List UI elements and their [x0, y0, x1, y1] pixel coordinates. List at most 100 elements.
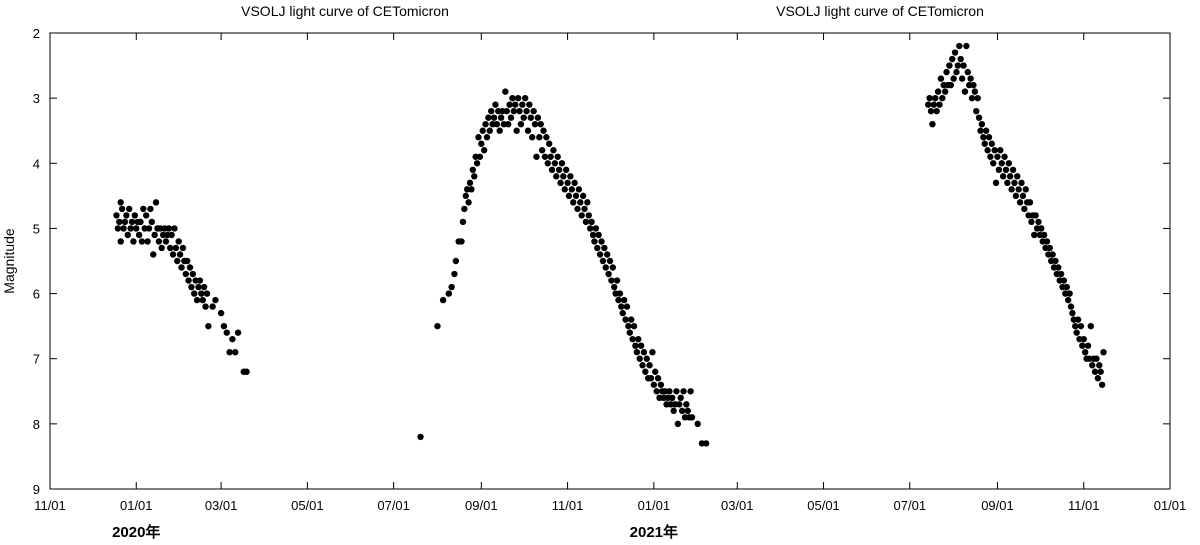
data-point [961, 88, 969, 95]
data-point [978, 121, 986, 128]
data-point [666, 388, 673, 395]
data-point [517, 121, 525, 128]
data-point [537, 121, 544, 128]
data-point [121, 218, 129, 226]
data-point [1046, 244, 1054, 252]
y-tick-label: 4 [33, 156, 40, 171]
data-point [934, 88, 942, 95]
data-point [162, 238, 170, 245]
data-point [629, 335, 636, 343]
data-point [669, 394, 676, 401]
data-point [140, 205, 147, 213]
data-point [574, 205, 581, 213]
data-point [994, 153, 1001, 160]
data-point [1022, 186, 1029, 193]
data-point [605, 270, 612, 278]
year-label: 2020年 [112, 523, 160, 541]
data-point [142, 212, 150, 219]
data-point [601, 244, 608, 252]
x-tick-label: 01/01 [638, 498, 671, 513]
data-point [608, 277, 615, 284]
data-point [1079, 342, 1086, 349]
data-point [582, 218, 590, 226]
data-point [145, 225, 153, 232]
data-point [1081, 349, 1089, 356]
data-point [520, 114, 527, 121]
data-point [196, 277, 204, 284]
data-point [602, 264, 609, 271]
data-point [534, 114, 542, 121]
data-point [967, 75, 974, 82]
data-point [924, 101, 932, 108]
data-point [536, 134, 543, 141]
data-point [234, 329, 242, 336]
data-point [478, 140, 485, 147]
data-point [1100, 349, 1107, 356]
data-point [1094, 375, 1102, 382]
data-point [954, 62, 962, 69]
data-point [992, 179, 1000, 187]
data-point [585, 212, 592, 219]
data-point [960, 62, 967, 69]
data-point [947, 81, 955, 89]
data-point [673, 388, 680, 395]
data-point [626, 329, 633, 336]
data-point [167, 244, 174, 252]
data-point [193, 296, 201, 304]
data-point [147, 205, 154, 213]
data-point [640, 349, 648, 356]
y-tick-label: 6 [33, 287, 40, 302]
data-point [1089, 362, 1096, 369]
data-point [678, 407, 686, 415]
data-point [189, 270, 197, 278]
data-point [526, 101, 533, 108]
data-point [191, 290, 198, 297]
data-point [930, 101, 938, 108]
data-point [676, 401, 683, 408]
data-point [951, 49, 959, 56]
data-point [137, 218, 144, 226]
data-point [471, 173, 478, 180]
data-point [633, 349, 641, 356]
x-tick-label: 07/01 [377, 498, 410, 513]
data-point [554, 153, 561, 160]
data-point [223, 329, 230, 336]
data-point [1066, 290, 1073, 297]
data-point [553, 173, 560, 180]
x-tick-label: 09/01 [465, 498, 498, 513]
data-point [1098, 381, 1106, 388]
data-point [1063, 283, 1070, 291]
data-point [125, 205, 133, 213]
data-point [128, 218, 136, 226]
data-point [458, 238, 465, 245]
data-point [674, 420, 682, 428]
data-point [561, 186, 568, 193]
data-point [932, 94, 939, 102]
data-point [544, 160, 551, 167]
data-point [176, 251, 184, 258]
data-point [195, 283, 202, 291]
data-point [1040, 231, 1048, 239]
data-point [543, 134, 550, 141]
data-point [1001, 153, 1008, 160]
data-point [579, 192, 587, 200]
data-point [623, 303, 631, 310]
data-point [588, 218, 595, 226]
data-point [178, 264, 185, 271]
data-point [198, 290, 205, 297]
data-point [179, 244, 187, 252]
data-point [599, 257, 607, 265]
x-tick-label: 03/01 [721, 498, 754, 513]
data-point [445, 290, 452, 297]
data-point [183, 257, 191, 265]
x-tick-label: 07/01 [894, 498, 927, 513]
data-point [963, 42, 970, 50]
data-point [490, 114, 498, 121]
data-point [1077, 322, 1085, 330]
data-point [243, 368, 250, 375]
x-tick-label: 03/01 [205, 498, 238, 513]
data-point [991, 147, 998, 154]
data-point [1031, 231, 1038, 239]
data-point [130, 238, 137, 245]
